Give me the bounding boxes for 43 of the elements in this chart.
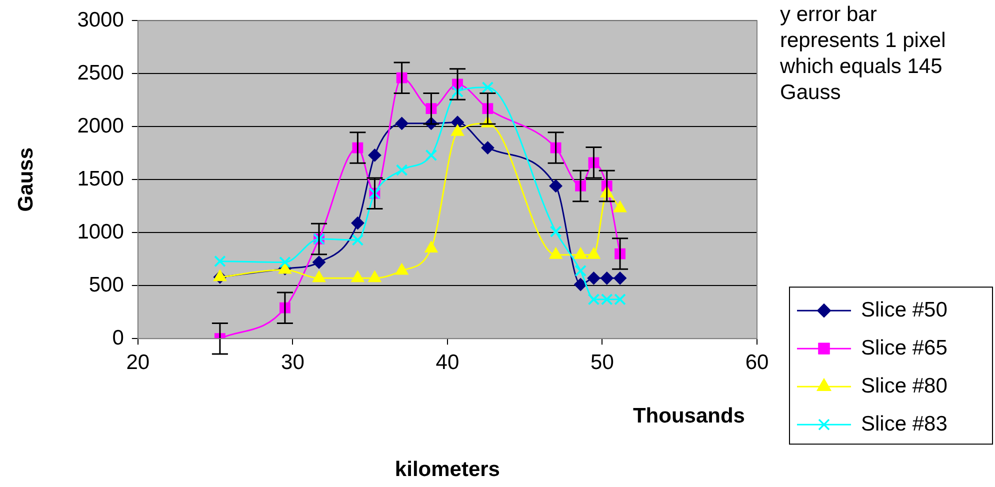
point [574, 278, 588, 292]
point [396, 164, 408, 176]
point [600, 293, 613, 306]
point [587, 272, 600, 285]
x-tick-label: 50 [590, 350, 614, 374]
point [368, 148, 382, 162]
y-axis-title: Gauss [14, 148, 38, 212]
point [600, 272, 614, 285]
point [352, 234, 364, 246]
x-tick-label: 30 [281, 350, 304, 374]
legend-label: Slice #65 [861, 336, 948, 360]
legend-label: Slice #83 [861, 412, 948, 436]
x-axis-title: kilometers [394, 458, 500, 482]
x-tick-label: 60 [745, 350, 769, 374]
point [481, 141, 494, 154]
point [425, 149, 438, 162]
point [451, 116, 464, 129]
y-tick-label: 500 [88, 273, 124, 296]
point [550, 226, 562, 238]
point [312, 256, 326, 269]
text: y error bar represents 1 pixel which equals 145 Gauss [780, 2, 947, 106]
point [614, 293, 626, 306]
y-tick-label: 3000 [77, 8, 124, 32]
legend-label: Slice #50 [861, 298, 948, 322]
y-tick-label: 2500 [77, 61, 124, 84]
y-tick-label: 0 [112, 326, 124, 350]
point [574, 264, 587, 277]
point [214, 255, 226, 268]
point [614, 272, 627, 285]
point [279, 256, 291, 268]
point [482, 81, 494, 94]
point [549, 179, 562, 192]
text: Thousands [632, 404, 745, 428]
x-tick-label: 20 [126, 350, 150, 374]
point [452, 86, 464, 98]
y-tick-label: 2000 [77, 114, 124, 138]
point [351, 216, 364, 230]
point [395, 116, 408, 130]
y-tick-label: 1000 [77, 220, 124, 244]
x-tick-label: 40 [436, 350, 460, 374]
y-tick-label: 1500 [77, 167, 124, 190]
legend-label: Slice #80 [861, 374, 948, 398]
point [588, 293, 600, 306]
